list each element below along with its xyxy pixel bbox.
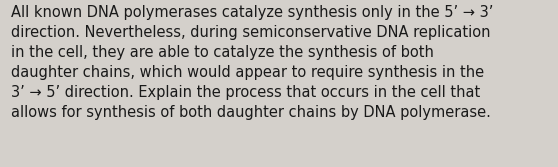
Text: All known DNA polymerases catalyze synthesis only in the 5’ → 3’
direction. Neve: All known DNA polymerases catalyze synth… bbox=[11, 5, 493, 120]
